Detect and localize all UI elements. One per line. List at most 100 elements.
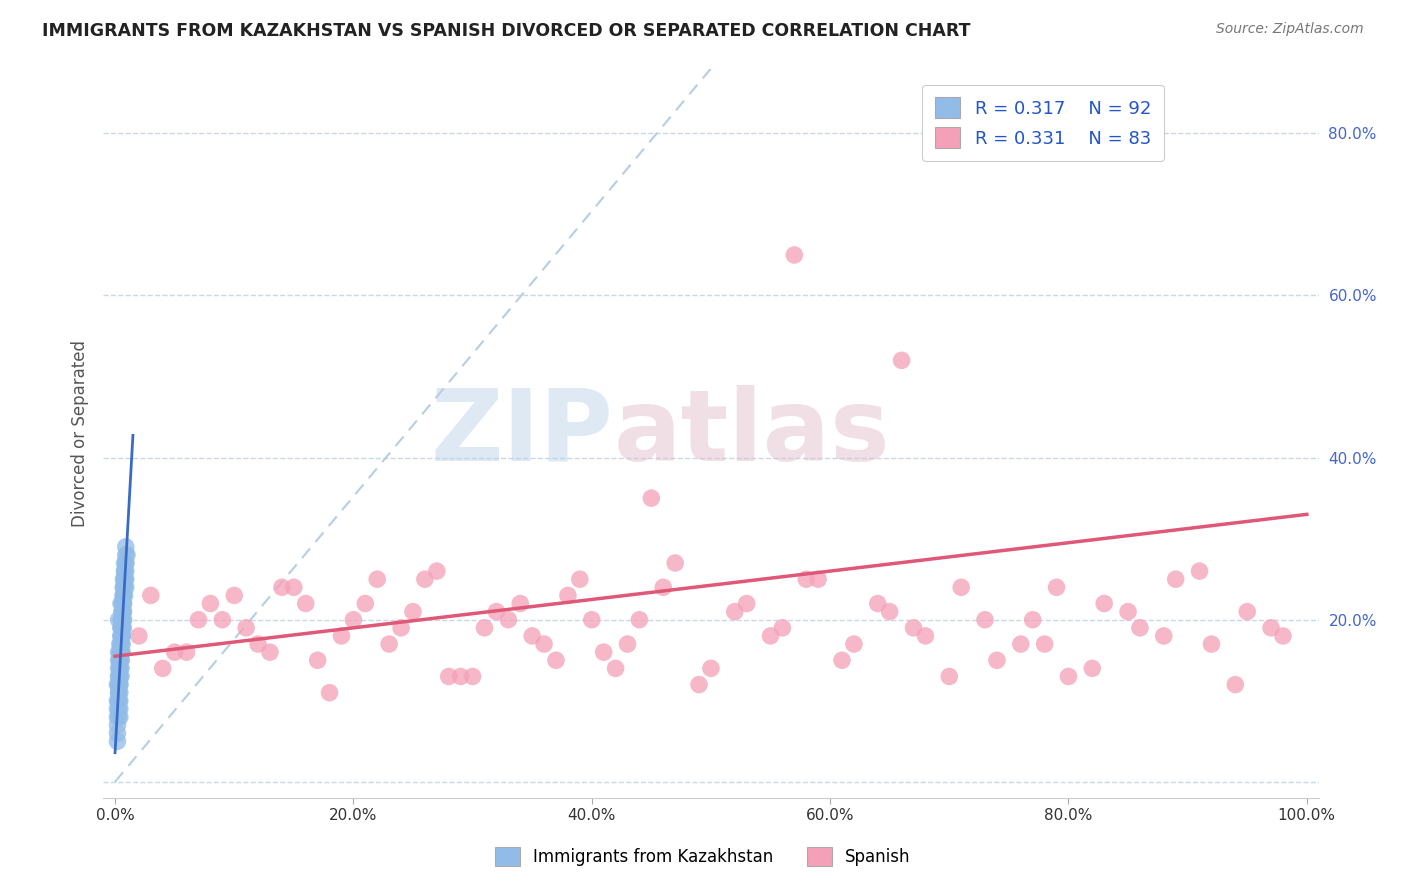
Text: Source: ZipAtlas.com: Source: ZipAtlas.com — [1216, 22, 1364, 37]
Text: atlas: atlas — [613, 384, 890, 482]
Point — [1271, 629, 1294, 643]
Point — [108, 677, 131, 691]
Point — [1188, 564, 1211, 578]
Point — [112, 589, 135, 603]
Point — [112, 621, 135, 635]
Point — [108, 653, 131, 667]
Point — [112, 589, 135, 603]
Point — [1236, 605, 1258, 619]
Point — [807, 572, 830, 586]
Point — [114, 572, 136, 586]
Point — [330, 629, 353, 643]
Point — [112, 580, 135, 594]
Point — [110, 661, 132, 675]
Point — [111, 621, 134, 635]
Point — [794, 572, 817, 586]
Point — [110, 653, 132, 667]
Point — [112, 589, 135, 603]
Text: ZIP: ZIP — [430, 384, 613, 482]
Point — [112, 605, 135, 619]
Point — [110, 597, 132, 611]
Y-axis label: Divorced or Separated: Divorced or Separated — [72, 340, 89, 527]
Point — [107, 677, 129, 691]
Point — [247, 637, 270, 651]
Point — [1260, 621, 1282, 635]
Point — [110, 637, 132, 651]
Point — [110, 621, 132, 635]
Point — [107, 694, 129, 708]
Legend: R = 0.317    N = 92, R = 0.331    N = 83: R = 0.317 N = 92, R = 0.331 N = 83 — [922, 85, 1164, 161]
Point — [112, 613, 135, 627]
Point — [700, 661, 723, 675]
Point — [114, 548, 136, 562]
Point — [107, 694, 129, 708]
Point — [890, 353, 912, 368]
Point — [283, 580, 305, 594]
Point — [110, 629, 132, 643]
Point — [318, 686, 340, 700]
Point — [879, 605, 901, 619]
Point — [783, 248, 806, 262]
Point — [770, 621, 793, 635]
Point — [986, 653, 1008, 667]
Point — [108, 694, 131, 708]
Point — [1081, 661, 1104, 675]
Point — [128, 629, 150, 643]
Point — [112, 597, 135, 611]
Point — [437, 669, 460, 683]
Point — [107, 661, 129, 675]
Point — [107, 702, 129, 716]
Point — [107, 710, 129, 724]
Point — [1057, 669, 1080, 683]
Point — [1021, 613, 1043, 627]
Point — [270, 580, 292, 594]
Point — [112, 597, 135, 611]
Point — [628, 613, 651, 627]
Point — [111, 621, 134, 635]
Point — [866, 597, 889, 611]
Point — [533, 637, 555, 651]
Point — [110, 669, 132, 683]
Point — [111, 637, 134, 651]
Point — [402, 605, 425, 619]
Point — [568, 572, 591, 586]
Point — [107, 669, 129, 683]
Point — [520, 629, 543, 643]
Point — [1153, 629, 1175, 643]
Point — [759, 629, 782, 643]
Point — [426, 564, 449, 578]
Point — [111, 613, 134, 627]
Point — [111, 597, 134, 611]
Point — [163, 645, 186, 659]
Point — [110, 653, 132, 667]
Point — [474, 621, 496, 635]
Point — [581, 613, 603, 627]
Point — [110, 613, 132, 627]
Point — [114, 540, 136, 554]
Point — [107, 694, 129, 708]
Point — [110, 637, 132, 651]
Point — [1045, 580, 1067, 594]
Point — [107, 686, 129, 700]
Point — [108, 669, 131, 683]
Point — [108, 661, 131, 675]
Point — [107, 613, 129, 627]
Point — [1116, 605, 1139, 619]
Point — [342, 613, 364, 627]
Point — [108, 653, 131, 667]
Point — [664, 556, 686, 570]
Point — [509, 597, 531, 611]
Point — [974, 613, 997, 627]
Point — [1201, 637, 1223, 651]
Point — [1033, 637, 1056, 651]
Point — [107, 726, 129, 740]
Point — [139, 589, 162, 603]
Point — [1225, 677, 1247, 691]
Point — [110, 645, 132, 659]
Point — [112, 605, 135, 619]
Point — [200, 597, 222, 611]
Point — [108, 702, 131, 716]
Point — [110, 629, 132, 643]
Point — [114, 580, 136, 594]
Point — [115, 548, 138, 562]
